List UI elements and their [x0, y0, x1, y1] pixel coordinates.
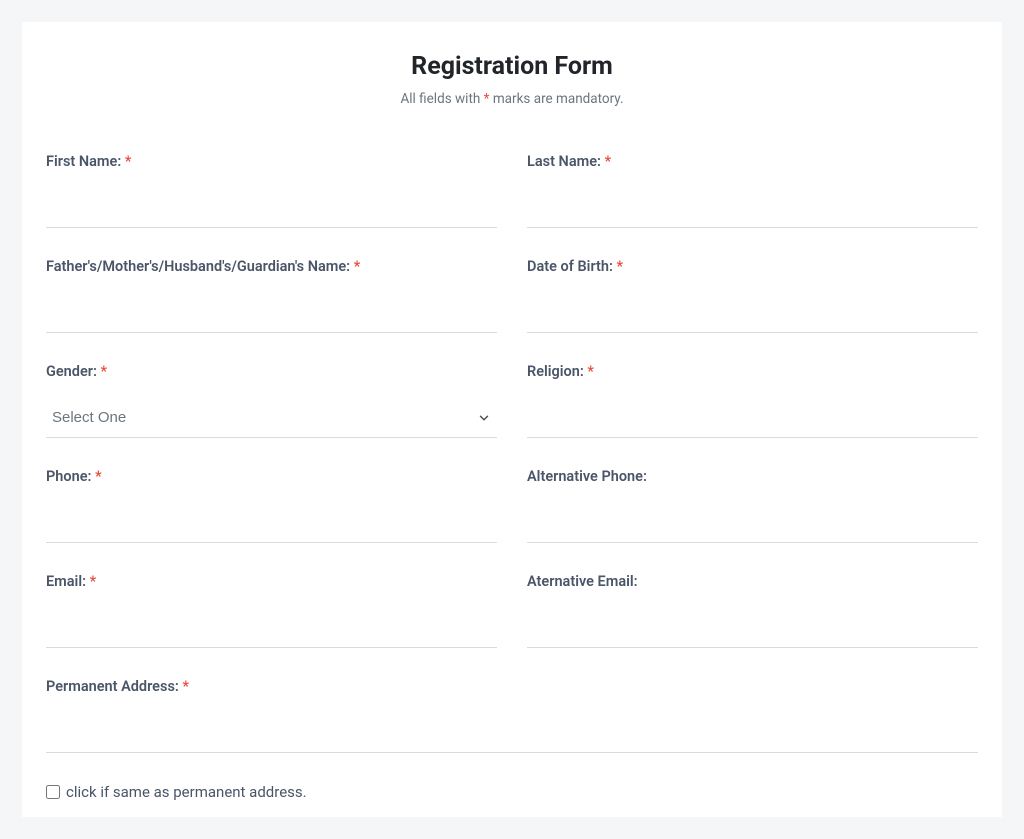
- form-subtitle: All fields with * marks are mandatory.: [46, 91, 978, 107]
- required-asterisk: *: [90, 573, 97, 590]
- same-address-label: click if same as permanent address.: [66, 783, 307, 801]
- form-row: Phone: * Alternative Phone:: [46, 468, 978, 543]
- first-name-label-text: First Name:: [46, 153, 125, 170]
- permanent-address-label: Permanent Address: *: [46, 678, 978, 695]
- email-label-text: Email:: [46, 573, 90, 590]
- dob-group: Date of Birth: *: [527, 258, 978, 333]
- first-name-group: First Name: *: [46, 153, 497, 228]
- form-row: Father's/Mother's/Husband's/Guardian's N…: [46, 258, 978, 333]
- email-group: Email: *: [46, 573, 497, 648]
- required-asterisk: *: [125, 153, 132, 170]
- gender-select[interactable]: Select One: [46, 398, 497, 438]
- dob-label-text: Date of Birth:: [527, 258, 617, 275]
- form-row: Gender: * Select One Religion: *: [46, 363, 978, 438]
- form-title: Registration Form: [46, 52, 978, 81]
- alt-email-label: Aternative Email:: [527, 573, 978, 590]
- phone-label: Phone: *: [46, 468, 497, 485]
- last-name-label-text: Last Name:: [527, 153, 605, 170]
- last-name-group: Last Name: *: [527, 153, 978, 228]
- religion-label-text: Religion:: [527, 363, 587, 380]
- last-name-input[interactable]: [527, 188, 978, 228]
- alt-email-group: Aternative Email:: [527, 573, 978, 648]
- guardian-name-group: Father's/Mother's/Husband's/Guardian's N…: [46, 258, 497, 333]
- last-name-label: Last Name: *: [527, 153, 978, 170]
- phone-input[interactable]: [46, 503, 497, 543]
- first-name-label: First Name: *: [46, 153, 497, 170]
- gender-label-text: Gender:: [46, 363, 101, 380]
- religion-input[interactable]: [527, 398, 978, 438]
- alt-phone-group: Alternative Phone:: [527, 468, 978, 543]
- subtitle-suffix: marks are mandatory.: [489, 91, 623, 107]
- required-asterisk: *: [587, 363, 594, 380]
- required-asterisk: *: [182, 678, 189, 695]
- alt-phone-input[interactable]: [527, 503, 978, 543]
- required-asterisk: *: [95, 468, 102, 485]
- alt-phone-label: Alternative Phone:: [527, 468, 978, 485]
- email-label: Email: *: [46, 573, 497, 590]
- first-name-input[interactable]: [46, 188, 497, 228]
- same-address-row: click if same as permanent address.: [46, 783, 978, 801]
- permanent-address-label-text: Permanent Address:: [46, 678, 182, 695]
- permanent-address-input[interactable]: [46, 713, 978, 753]
- alt-email-input[interactable]: [527, 608, 978, 648]
- required-asterisk: *: [101, 363, 108, 380]
- required-asterisk: *: [354, 258, 361, 275]
- religion-label: Religion: *: [527, 363, 978, 380]
- permanent-address-group: Permanent Address: *: [46, 678, 978, 753]
- same-address-checkbox[interactable]: [46, 785, 60, 799]
- registration-form-card: Registration Form All fields with * mark…: [22, 22, 1002, 817]
- form-row: Email: * Aternative Email:: [46, 573, 978, 648]
- dob-label: Date of Birth: *: [527, 258, 978, 275]
- subtitle-prefix: All fields with: [400, 91, 483, 107]
- phone-label-text: Phone:: [46, 468, 95, 485]
- phone-group: Phone: *: [46, 468, 497, 543]
- guardian-name-label-text: Father's/Mother's/Husband's/Guardian's N…: [46, 258, 354, 275]
- required-asterisk: *: [617, 258, 624, 275]
- form-row: First Name: * Last Name: *: [46, 153, 978, 228]
- guardian-name-label: Father's/Mother's/Husband's/Guardian's N…: [46, 258, 497, 275]
- required-asterisk: *: [605, 153, 612, 170]
- guardian-name-input[interactable]: [46, 293, 497, 333]
- alt-phone-label-text: Alternative Phone:: [527, 468, 647, 485]
- dob-input[interactable]: [527, 293, 978, 333]
- email-input[interactable]: [46, 608, 497, 648]
- gender-group: Gender: * Select One: [46, 363, 497, 438]
- alt-email-label-text: Aternative Email:: [527, 573, 638, 590]
- gender-label: Gender: *: [46, 363, 497, 380]
- form-row: Permanent Address: *: [46, 678, 978, 753]
- religion-group: Religion: *: [527, 363, 978, 438]
